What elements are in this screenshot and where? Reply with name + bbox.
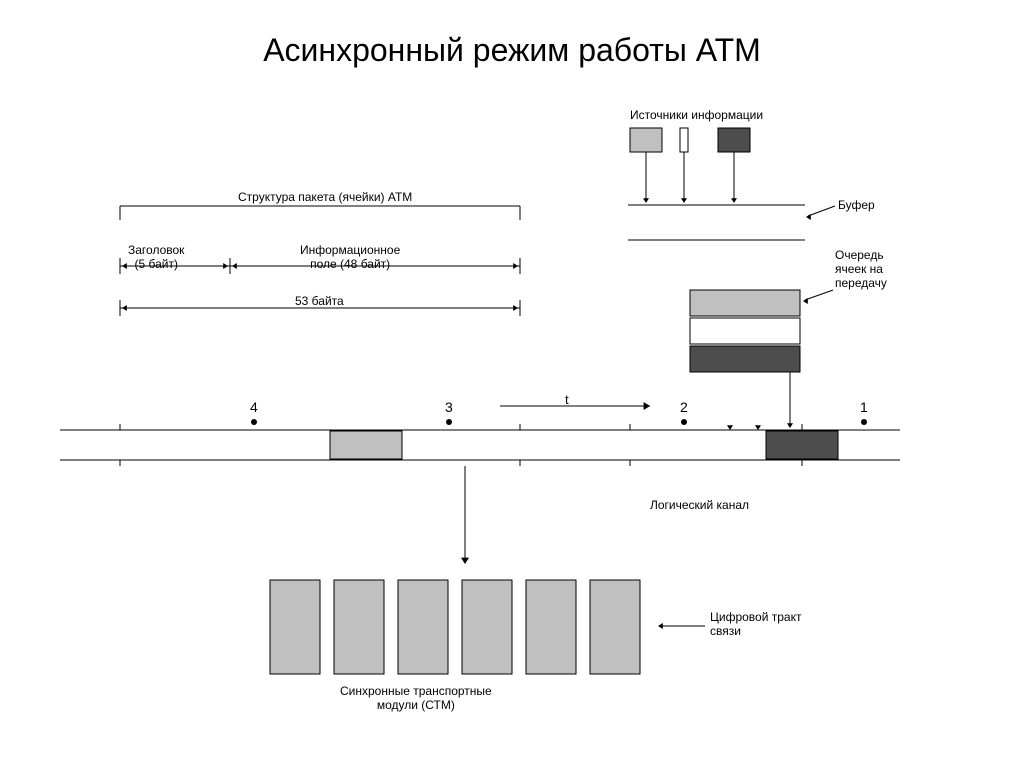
svg-text:4: 4 (250, 399, 258, 415)
diagram-canvas: 4 3 2 1 (0, 0, 1024, 768)
svg-text:1: 1 (860, 399, 868, 415)
svg-text:2: 2 (680, 399, 688, 415)
svg-text:3: 3 (445, 399, 453, 415)
